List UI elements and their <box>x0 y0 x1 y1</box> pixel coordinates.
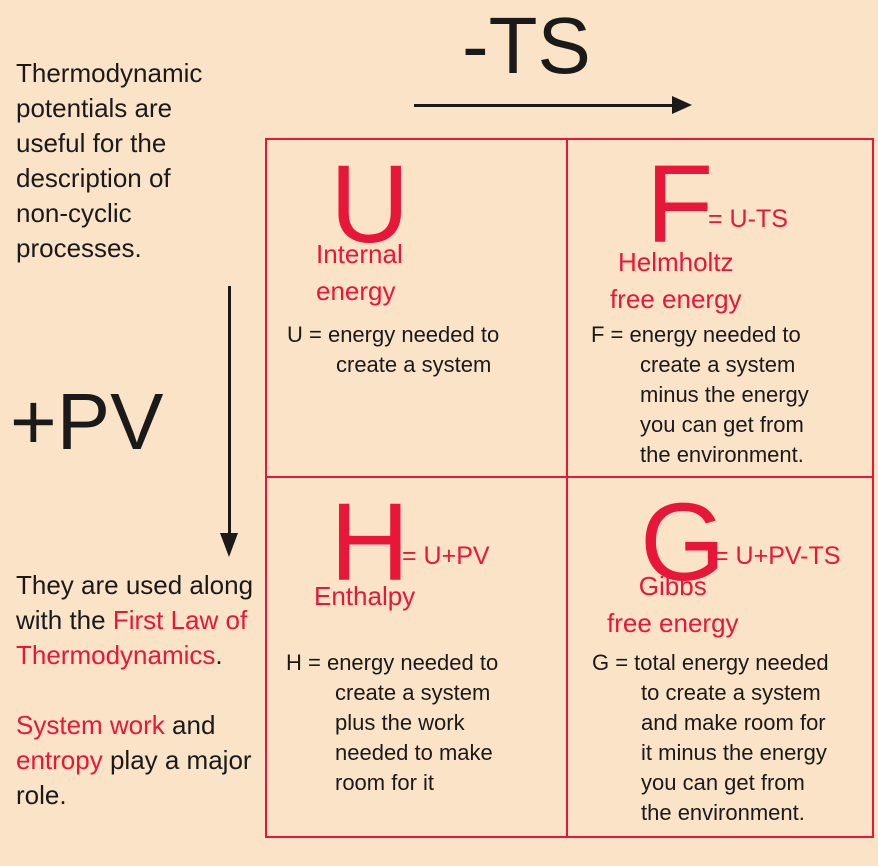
f-name-line: free energy <box>610 284 742 314</box>
g-name-line: Gibbs <box>638 571 707 601</box>
f-desc-line: create a system <box>640 352 796 377</box>
outro-text-segment: and <box>164 710 216 740</box>
intro-text: Thermodynamic potentials are useful for … <box>16 56 266 266</box>
h-name: Enthalpy <box>314 578 415 615</box>
g-name-line: free energy <box>607 608 739 638</box>
h-desc-line: create a system <box>335 680 491 705</box>
f-symbol: F <box>646 143 714 266</box>
h-desc-line: H = energy needed to <box>286 650 499 675</box>
g-symbol: G <box>640 481 726 604</box>
intro-line: processes. <box>16 233 142 263</box>
h-desc-line: room for it <box>335 770 435 795</box>
outro-text-segment: They are used along with the <box>16 570 254 635</box>
grid-divider-horizontal <box>265 476 874 478</box>
f-name: Helmholtz free energy <box>610 244 742 318</box>
u-desc-line: U = energy needed to <box>287 322 500 347</box>
f-desc-line: the environment. <box>640 442 804 467</box>
u-desc-line: create a system <box>336 352 492 377</box>
intro-line: non-cyclic <box>16 198 132 228</box>
outro-text-segment: play a major role. <box>16 745 252 810</box>
right-arrow-icon <box>672 96 692 114</box>
h-desc-line: plus the work <box>335 710 465 735</box>
intro-line: useful for the <box>16 128 167 158</box>
g-name: Gibbs free energy <box>607 568 739 642</box>
outro-paragraph-work-entropy: System work and entropy play a major rol… <box>16 708 271 813</box>
f-name-line: Helmholtz <box>617 247 734 277</box>
intro-line: potentials are <box>16 93 173 123</box>
h-desc-line: needed to make <box>335 740 493 765</box>
ts-arrow-line <box>414 104 674 107</box>
intro-line: description of <box>16 163 171 193</box>
u-description: U = energy needed to create a system <box>287 320 499 380</box>
down-arrow-icon <box>220 533 238 557</box>
g-desc-line: G = total energy needed <box>592 650 829 675</box>
u-name: Internal energy <box>316 236 403 310</box>
f-equation: = U-TS <box>708 205 788 233</box>
u-name-line: Internal <box>316 239 403 269</box>
pv-axis-label: +PV <box>10 377 164 466</box>
h-description: H = energy needed to create a system plu… <box>286 648 498 798</box>
g-desc-line: the environment. <box>641 800 805 825</box>
g-desc-line: it minus the energy <box>641 740 827 765</box>
potentials-grid <box>265 138 874 838</box>
first-law-highlight: First Law of Thermodynamics <box>16 605 248 670</box>
outro-text: They are used along with the First Law o… <box>16 568 271 813</box>
g-desc-line: to create a system <box>641 680 821 705</box>
f-description: F = energy needed to create a system min… <box>591 320 809 470</box>
intro-line: Thermodynamic <box>16 58 203 88</box>
entropy-highlight: entropy <box>16 745 103 775</box>
grid-divider-vertical <box>566 138 568 838</box>
u-name-line: energy <box>316 276 396 306</box>
outro-text-segment: . <box>215 640 223 670</box>
g-desc-line: and make room for <box>641 710 826 735</box>
h-symbol: H <box>330 481 410 604</box>
ts-axis-label: -TS <box>462 1 591 90</box>
f-desc-line: minus the energy <box>640 382 809 407</box>
h-name-line: Enthalpy <box>314 581 416 611</box>
f-desc-line: F = energy needed to <box>591 322 801 347</box>
g-equation: = U+PV-TS <box>714 542 841 570</box>
system-work-highlight: System work <box>16 710 165 740</box>
outro-paragraph-first-law: They are used along with the First Law o… <box>16 568 271 673</box>
pv-arrow-line <box>228 286 231 536</box>
g-description: G = total energy needed to create a syst… <box>592 648 829 828</box>
h-equation: = U+PV <box>402 542 490 570</box>
u-symbol: U <box>330 143 410 266</box>
g-desc-line: you can get from <box>641 770 805 795</box>
f-desc-line: you can get from <box>640 412 804 437</box>
